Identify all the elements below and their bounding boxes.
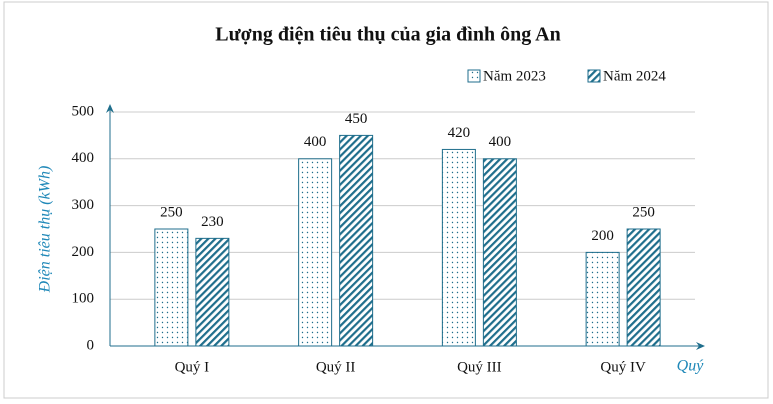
y-tick-label: 300	[72, 197, 95, 213]
x-tick-label: Quý IV	[600, 359, 646, 375]
legend-label: Năm 2024	[603, 68, 666, 84]
bar	[482, 158, 517, 347]
data-label: 250	[632, 204, 655, 220]
bar	[195, 237, 230, 347]
bar	[339, 134, 374, 347]
data-label: 420	[448, 125, 471, 141]
data-label: 200	[591, 228, 614, 244]
y-tick-label: 0	[87, 337, 95, 353]
x-tick-label: Quý II	[316, 359, 356, 375]
bar	[626, 228, 661, 347]
y-tick-label: 200	[72, 244, 95, 260]
data-label: 400	[304, 134, 327, 150]
bar	[154, 228, 189, 347]
bar	[585, 251, 620, 347]
y-tick-label: 100	[72, 291, 95, 307]
bar	[298, 158, 333, 347]
data-label: 400	[489, 134, 512, 150]
data-label: 230	[201, 214, 224, 230]
data-label: 250	[160, 204, 183, 220]
legend-swatch	[587, 69, 601, 83]
x-tick-label: Quý I	[175, 359, 210, 375]
y-tick-label: 400	[72, 150, 95, 166]
x-axis-label: Quý	[677, 358, 705, 375]
y-axis-label: Điện tiêu thụ (kWh)	[37, 166, 54, 294]
y-tick-label: 500	[72, 103, 95, 119]
legend-label: Năm 2023	[483, 68, 546, 84]
bar	[441, 148, 476, 347]
chart-title: Lượng điện tiêu thụ của gia đình ông An	[215, 24, 560, 46]
data-label: 450	[345, 111, 368, 127]
legend-swatch	[467, 69, 481, 83]
x-tick-label: Quý III	[457, 359, 502, 375]
